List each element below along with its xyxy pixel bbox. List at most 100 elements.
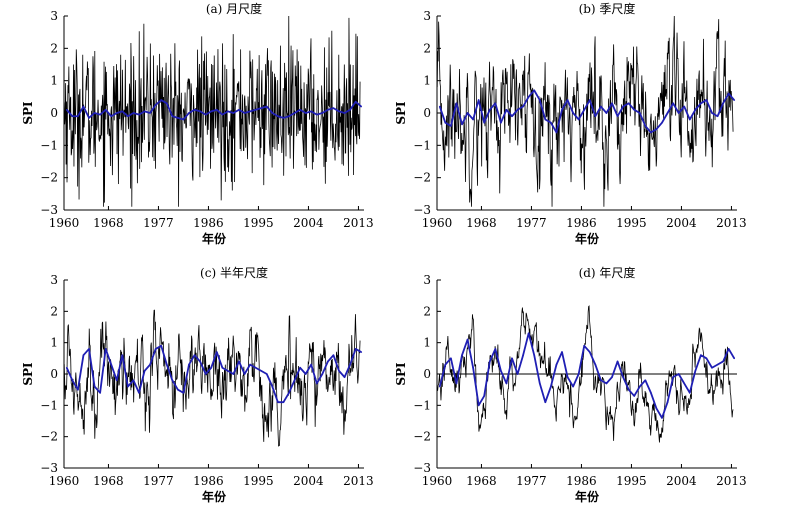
smoothed-point (254, 108, 257, 111)
smoothed-point (260, 107, 263, 109)
x-tick-label: 2004 (666, 474, 697, 488)
y-tick-label: 1 (423, 74, 431, 88)
smoothed-point (461, 354, 463, 357)
smoothed-point (500, 121, 502, 124)
smoothed-point (666, 401, 669, 404)
smoothed-point (143, 370, 146, 372)
y-tick-label: −1 (40, 398, 58, 412)
smoothed-point (533, 354, 536, 357)
smoothed-point (555, 131, 558, 134)
smoothed-point (293, 379, 296, 382)
smoothed-point (511, 357, 513, 360)
smoothed-point (561, 108, 563, 111)
smoothed-point (594, 363, 597, 366)
smoothed-point (82, 354, 85, 357)
smoothed-point (722, 102, 724, 105)
smoothed-point (310, 363, 313, 366)
y-axis-title: SPI (394, 101, 408, 125)
smoothed-point (115, 379, 118, 382)
smoothed-point (127, 115, 129, 118)
panel-c: −3 −2 −1 0 1 2 3 1960 1968 1977 1986 1995 2004 2013 SP… (21, 265, 374, 504)
smoothed-point (210, 366, 213, 369)
smoothed-point (566, 376, 569, 378)
smoothed-point (321, 112, 324, 114)
x-tick-label: 1960 (49, 474, 80, 488)
smoothed-point (544, 118, 547, 121)
smoothed-point (638, 112, 641, 114)
smoothed-point (577, 118, 580, 121)
smoothed-point (527, 96, 530, 98)
x-tick-label: 1968 (466, 216, 497, 230)
y-axis-title: SPI (21, 101, 35, 125)
smoothed-point (677, 112, 680, 114)
smoothed-point (700, 354, 702, 357)
smoothed-point (677, 373, 680, 375)
smoothed-point (688, 392, 691, 394)
smoothed-point (661, 417, 663, 419)
smoothed-point (522, 105, 524, 108)
panel-title: (b) 季尺度 (579, 1, 636, 16)
smoothed-point (221, 113, 224, 116)
smoothed-point (160, 345, 163, 347)
smoothed-point (600, 379, 602, 382)
smoothed-point (566, 99, 569, 101)
y-axis-title: SPI (394, 362, 408, 386)
smoothed-point (127, 385, 129, 388)
smoothed-point (299, 108, 301, 111)
y-tick-label: 1 (423, 336, 431, 350)
smoothed-point (577, 373, 580, 375)
smoothed-point (188, 363, 190, 366)
y-tick-label: 2 (50, 304, 58, 318)
smoothed-point (477, 404, 480, 407)
x-tick-label: 2013 (716, 474, 747, 488)
smoothed-point (688, 118, 691, 121)
smoothed-point (177, 388, 179, 391)
x-axis-title: 年份 (202, 489, 227, 504)
smoothed-point (488, 360, 491, 363)
smoothed-point (238, 108, 240, 111)
raw-spi-line (436, 15, 734, 207)
smoothed-point (650, 131, 652, 134)
smoothed-point (271, 112, 274, 114)
smoothed-point (644, 125, 647, 127)
panel-b: −3 −2 −1 0 1 2 3 1960 1968 1977 1986 1995 2004 2013 SP… (394, 1, 747, 246)
smoothed-point (694, 108, 697, 111)
x-tick-label: 1968 (93, 216, 124, 230)
y-tick-label: −1 (413, 138, 431, 152)
x-tick-label: 1968 (466, 474, 497, 488)
smoothed-point (594, 115, 597, 118)
y-tick-label: 3 (423, 273, 431, 287)
smoothed-point (171, 379, 174, 382)
smoothed-point (627, 388, 630, 391)
smoothed-point (616, 115, 619, 118)
smoothed-point (444, 363, 447, 366)
smoothed-point (249, 363, 251, 366)
smoothed-point (605, 112, 608, 114)
smoothed-point (661, 121, 663, 124)
panel-title: (d) 年尺度 (579, 265, 636, 280)
smoothed-point (138, 113, 140, 116)
y-tick-label: −3 (413, 461, 431, 475)
smoothed-point (672, 102, 674, 105)
smoothed-point (304, 373, 307, 375)
smoothed-point (666, 112, 669, 114)
smoothed-point (500, 370, 502, 372)
smoothed-point (182, 392, 185, 394)
smoothed-point (193, 108, 196, 111)
smoothed-point (644, 379, 647, 382)
smoothed-point (199, 110, 201, 113)
smoothed-point (455, 382, 458, 385)
x-tick-label: 1977 (143, 216, 174, 230)
smoothed-point (99, 113, 101, 116)
smoothed-point (354, 348, 357, 350)
smoothed-point (110, 115, 113, 118)
smoothed-point (722, 360, 724, 363)
smoothed-point (254, 366, 257, 369)
x-tick-label: 1977 (516, 474, 547, 488)
y-tick-label: 2 (50, 41, 58, 55)
raw-spi-line (63, 309, 361, 447)
smoothed-point (171, 115, 174, 118)
smoothed-point (733, 99, 736, 101)
smoothed-point (243, 112, 246, 114)
x-tick-label: 1968 (93, 474, 124, 488)
